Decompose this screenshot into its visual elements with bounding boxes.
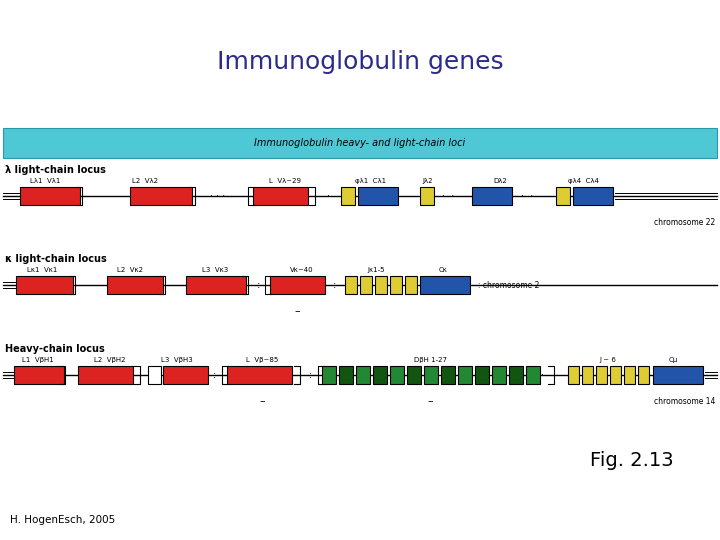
Bar	[227, 366, 292, 384]
Text: –: –	[294, 306, 300, 316]
Text: :: :	[256, 280, 260, 290]
Text: ·  ·: · ·	[442, 191, 454, 201]
Bar	[653, 366, 703, 384]
Text: Dλ2: Dλ2	[493, 178, 507, 184]
Text: chromosome 14: chromosome 14	[654, 397, 715, 406]
Text: Lλ1  Vλ1: Lλ1 Vλ1	[30, 178, 60, 184]
Bar	[582, 366, 593, 384]
Text: J ~ 6: J ~ 6	[600, 357, 616, 363]
Bar	[568, 366, 579, 384]
Text: L2  VβH2: L2 VβH2	[94, 357, 126, 363]
Bar	[14, 366, 64, 384]
Text: –: –	[259, 396, 265, 406]
Text: L2  Vλ2: L2 Vλ2	[132, 178, 158, 184]
Text: ·: ·	[326, 191, 330, 201]
Bar	[573, 187, 613, 205]
Bar	[3, 128, 717, 158]
Bar	[148, 366, 161, 384]
Bar	[78, 366, 133, 384]
Text: Cμ: Cμ	[668, 357, 678, 363]
Bar	[339, 366, 353, 384]
Text: Immunoglobulin genes: Immunoglobulin genes	[217, 50, 503, 74]
Text: Lκ1  Vκ1: Lκ1 Vκ1	[27, 267, 57, 273]
Bar	[373, 366, 387, 384]
Text: Heavy-chain locus: Heavy-chain locus	[5, 344, 104, 354]
Text: ·: ·	[541, 370, 544, 380]
Text: Fig. 2.13: Fig. 2.13	[590, 450, 674, 469]
Bar	[405, 276, 417, 294]
Bar	[424, 366, 438, 384]
Bar	[253, 187, 308, 205]
Bar	[624, 366, 635, 384]
Bar	[360, 276, 372, 294]
Text: · · ·: · · ·	[210, 191, 225, 201]
Text: Jλ2: Jλ2	[423, 178, 433, 184]
Bar	[458, 366, 472, 384]
Text: DβH 1-27: DβH 1-27	[413, 357, 446, 363]
Text: :: :	[309, 370, 311, 380]
Bar	[441, 366, 455, 384]
Bar	[322, 366, 336, 384]
Text: chromosome 22: chromosome 22	[654, 218, 715, 227]
Bar	[16, 276, 73, 294]
Bar	[20, 187, 80, 205]
Text: φλ4  Cλ4: φλ4 Cλ4	[567, 178, 598, 184]
Text: ·  ·: · ·	[521, 191, 533, 201]
Bar	[638, 366, 649, 384]
Bar	[186, 276, 246, 294]
Bar	[596, 366, 607, 384]
Text: φλ1  Cλ1: φλ1 Cλ1	[356, 178, 387, 184]
Text: L1  VβH1: L1 VβH1	[22, 357, 54, 363]
Bar	[375, 276, 387, 294]
Bar	[390, 276, 402, 294]
Bar	[130, 187, 192, 205]
Bar	[345, 276, 357, 294]
Text: : chromosome 2: : chromosome 2	[478, 280, 539, 289]
Text: L2  Vκ2: L2 Vκ2	[117, 267, 143, 273]
Bar	[472, 187, 512, 205]
Bar	[390, 366, 404, 384]
Text: L3  VβH3: L3 VβH3	[161, 357, 193, 363]
Text: :: :	[213, 370, 217, 380]
Text: –: –	[427, 396, 433, 406]
Bar	[526, 366, 540, 384]
Bar	[610, 366, 621, 384]
Bar	[341, 187, 355, 205]
Text: λ light-chain locus: λ light-chain locus	[5, 165, 106, 175]
Text: Jκ1-5: Jκ1-5	[367, 267, 384, 273]
Text: κ light-chain locus: κ light-chain locus	[5, 254, 107, 264]
Bar	[509, 366, 523, 384]
Text: Cκ: Cκ	[438, 267, 447, 273]
Text: L  Vβ~85: L Vβ~85	[246, 357, 278, 363]
Bar	[163, 366, 208, 384]
Bar	[107, 276, 163, 294]
Text: :: :	[333, 280, 337, 290]
Bar	[475, 366, 489, 384]
Text: H. HogenEsch, 2005: H. HogenEsch, 2005	[10, 515, 115, 525]
Bar	[492, 366, 506, 384]
Text: Vκ~40: Vκ~40	[290, 267, 314, 273]
Text: L  Vλ~29: L Vλ~29	[269, 178, 301, 184]
Bar	[407, 366, 421, 384]
Bar	[358, 187, 398, 205]
Bar	[420, 276, 470, 294]
Bar	[270, 276, 325, 294]
Bar	[420, 187, 434, 205]
Bar	[556, 187, 570, 205]
Bar	[356, 366, 370, 384]
Text: Immunoglobulin heavy- and light-chain loci: Immunoglobulin heavy- and light-chain lo…	[254, 138, 466, 148]
Text: L3  Vκ3: L3 Vκ3	[202, 267, 228, 273]
